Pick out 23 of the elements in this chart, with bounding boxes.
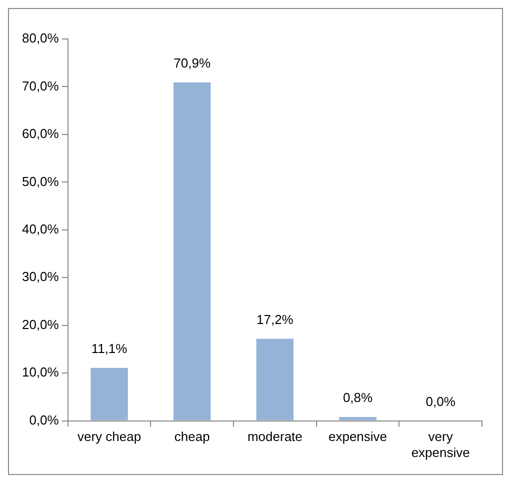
y-tick-label: 30,0% <box>22 269 60 284</box>
x-tick-label: very cheap <box>77 429 142 444</box>
x-tick-label: expensive <box>328 429 388 444</box>
bar <box>339 416 376 420</box>
y-tick-label: 50,0% <box>22 174 60 189</box>
y-tick-label: 20,0% <box>22 316 60 332</box>
bar <box>256 338 294 420</box>
data-label: 0,0% <box>426 394 456 409</box>
y-tick-label: 70,0% <box>22 78 60 94</box>
bar <box>173 82 211 420</box>
data-label: 70,9% <box>174 56 211 71</box>
x-tick-label: cheap <box>174 429 210 444</box>
data-label: 11,1% <box>91 340 128 356</box>
x-tick-label: very expensive <box>411 429 470 460</box>
y-tick-label: 10,0% <box>22 364 60 380</box>
x-tick-label: moderate <box>247 429 302 444</box>
y-tick-label: 40,0% <box>22 221 60 236</box>
y-tick-label: 0,0% <box>29 412 60 428</box>
bar <box>90 368 128 420</box>
data-label: 0,8% <box>342 390 374 406</box>
data-label: 17,2% <box>256 312 294 327</box>
y-tick-label: 80,0% <box>22 30 60 46</box>
y-tick-label: 60,0% <box>22 126 60 142</box>
